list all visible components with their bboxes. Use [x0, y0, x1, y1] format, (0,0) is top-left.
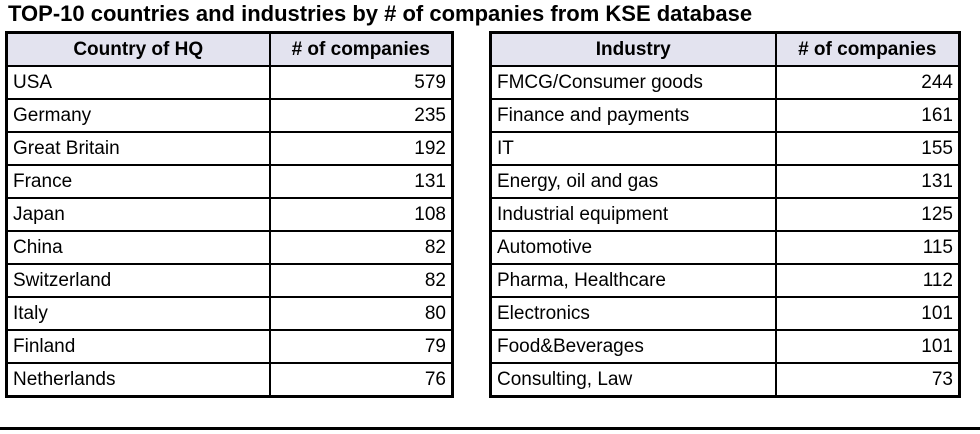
company-count-cell: 108 [268, 197, 454, 232]
industries-header-industry: Industry [489, 31, 777, 67]
figure-title: TOP-10 countries and industries by # of … [8, 1, 753, 26]
table-row: Finland 79 [5, 329, 454, 364]
country-name-cell: France [5, 164, 271, 199]
countries-header-count: # of companies [268, 31, 454, 67]
company-count-cell: 579 [268, 65, 454, 100]
company-count-cell: 112 [774, 263, 961, 298]
table-row: Italy 80 [5, 296, 454, 331]
table-row: China 82 [5, 230, 454, 265]
table-row: Consulting, Law 73 [489, 362, 961, 398]
country-name-cell: Switzerland [5, 263, 271, 298]
country-name-cell: USA [5, 65, 271, 100]
industry-name-cell: IT [489, 131, 777, 166]
industry-name-cell: Consulting, Law [489, 362, 777, 398]
company-count-cell: 79 [268, 329, 454, 364]
country-name-cell: Netherlands [5, 362, 271, 398]
company-count-cell: 115 [774, 230, 961, 265]
countries-table: Country of HQ # of companies USA 579 Ger… [5, 31, 454, 398]
industries-header-row: Industry # of companies [489, 31, 961, 67]
industry-name-cell: Electronics [489, 296, 777, 331]
company-count-cell: 125 [774, 197, 961, 232]
country-name-cell: Finland [5, 329, 271, 364]
company-count-cell: 131 [774, 164, 961, 199]
table-row: Electronics 101 [489, 296, 961, 331]
industries-header-count: # of companies [774, 31, 961, 67]
table-row: Switzerland 82 [5, 263, 454, 298]
table-row: Automotive 115 [489, 230, 961, 265]
table-row: FMCG/Consumer goods 244 [489, 65, 961, 100]
industry-name-cell: Finance and payments [489, 98, 777, 133]
company-count-cell: 101 [774, 329, 961, 364]
table-row: Food&Beverages 101 [489, 329, 961, 364]
table-row: IT 155 [489, 131, 961, 166]
company-count-cell: 80 [268, 296, 454, 331]
industry-name-cell: FMCG/Consumer goods [489, 65, 777, 100]
table-row: Pharma, Healthcare 112 [489, 263, 961, 298]
country-name-cell: Japan [5, 197, 271, 232]
table-row: Industrial equipment 125 [489, 197, 961, 232]
company-count-cell: 244 [774, 65, 961, 100]
industry-name-cell: Pharma, Healthcare [489, 263, 777, 298]
table-row: Finance and payments 161 [489, 98, 961, 133]
table-row: Energy, oil and gas 131 [489, 164, 961, 199]
country-name-cell: China [5, 230, 271, 265]
industry-name-cell: Food&Beverages [489, 329, 777, 364]
industry-name-cell: Industrial equipment [489, 197, 777, 232]
country-name-cell: Germany [5, 98, 271, 133]
table-row: Great Britain 192 [5, 131, 454, 166]
country-name-cell: Great Britain [5, 131, 271, 166]
table-row: France 131 [5, 164, 454, 199]
table-row: Netherlands 76 [5, 362, 454, 398]
country-name-cell: Italy [5, 296, 271, 331]
company-count-cell: 155 [774, 131, 961, 166]
company-count-cell: 101 [774, 296, 961, 331]
company-count-cell: 131 [268, 164, 454, 199]
countries-header-row: Country of HQ # of companies [5, 31, 454, 67]
industries-table: Industry # of companies FMCG/Consumer go… [489, 31, 961, 398]
company-count-cell: 161 [774, 98, 961, 133]
company-count-cell: 82 [268, 230, 454, 265]
company-count-cell: 73 [774, 362, 961, 398]
table-row: USA 579 [5, 65, 454, 100]
bottom-divider [0, 427, 980, 430]
company-count-cell: 192 [268, 131, 454, 166]
company-count-cell: 76 [268, 362, 454, 398]
company-count-cell: 82 [268, 263, 454, 298]
company-count-cell: 235 [268, 98, 454, 133]
industry-name-cell: Automotive [489, 230, 777, 265]
industry-name-cell: Energy, oil and gas [489, 164, 777, 199]
countries-header-country: Country of HQ [5, 31, 271, 67]
table-row: Germany 235 [5, 98, 454, 133]
table-row: Japan 108 [5, 197, 454, 232]
